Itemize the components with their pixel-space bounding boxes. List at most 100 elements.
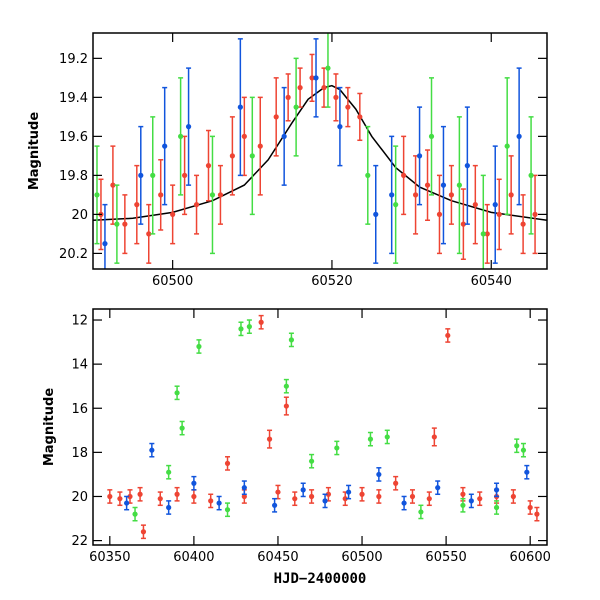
data-point bbox=[468, 493, 474, 509]
data-point bbox=[266, 429, 273, 449]
data-point bbox=[107, 489, 113, 504]
data-point bbox=[416, 106, 423, 206]
data-point bbox=[460, 188, 466, 260]
x-tick-label: 60450 bbox=[257, 550, 298, 565]
data-point bbox=[174, 385, 180, 401]
data-point bbox=[445, 328, 451, 343]
data-point bbox=[224, 502, 231, 518]
data-point bbox=[418, 504, 424, 520]
y-tick-label: 19.4 bbox=[59, 91, 88, 106]
data-point bbox=[166, 464, 172, 480]
data-point bbox=[428, 77, 435, 196]
data-point bbox=[367, 431, 374, 447]
data-point bbox=[493, 482, 500, 498]
series-0 bbox=[98, 53, 538, 264]
data-point bbox=[384, 429, 390, 445]
data-point bbox=[337, 86, 343, 167]
data-point bbox=[185, 67, 192, 186]
data-point bbox=[534, 506, 540, 522]
data-point bbox=[325, 486, 332, 502]
y-tick-label: 12 bbox=[71, 314, 88, 329]
data-point bbox=[520, 442, 527, 458]
data-point bbox=[504, 77, 510, 216]
data-point bbox=[376, 489, 382, 504]
data-point bbox=[376, 467, 382, 482]
x-tick-label: 60540 bbox=[471, 274, 512, 289]
data-point bbox=[170, 184, 176, 245]
data-point bbox=[257, 96, 263, 196]
data-point bbox=[224, 456, 231, 471]
data-point bbox=[516, 67, 522, 206]
data-point bbox=[389, 135, 395, 255]
data-point bbox=[94, 145, 100, 245]
data-point bbox=[249, 96, 255, 216]
top-panel-zoom-chart: 60500 60520 60540 19.2 19.4 19.6 19.8 20 20.2 Mag… bbox=[27, 32, 548, 289]
series-0 bbox=[107, 314, 540, 540]
data-point bbox=[508, 155, 514, 235]
data-point bbox=[436, 174, 443, 255]
y-tick-label: 18 bbox=[71, 446, 88, 461]
plot-frame bbox=[92, 32, 548, 270]
y-tick-label: 20 bbox=[71, 208, 88, 223]
data-point bbox=[477, 491, 483, 507]
data-point bbox=[464, 106, 470, 225]
data-point bbox=[174, 486, 180, 502]
data-point bbox=[333, 73, 339, 122]
data-point bbox=[334, 440, 340, 456]
series-2 bbox=[132, 319, 527, 522]
data-point bbox=[238, 321, 244, 337]
data-point bbox=[393, 475, 399, 491]
series-1 bbox=[102, 38, 522, 269]
bottom-panel-full-chart: 60350 60400 60450 60500 60550 60600 12 14 16 18 20… bbox=[42, 308, 551, 587]
data-point bbox=[150, 116, 156, 235]
data-point bbox=[246, 319, 252, 335]
y-axis-label: Magnitude bbox=[42, 388, 57, 467]
data-point bbox=[137, 486, 143, 502]
data-point bbox=[157, 491, 163, 507]
data-point bbox=[308, 489, 315, 504]
y-tick-label: 14 bbox=[71, 358, 88, 373]
data-point bbox=[275, 484, 281, 500]
series-1 bbox=[124, 442, 530, 515]
data-point bbox=[181, 135, 188, 216]
data-point bbox=[205, 129, 212, 202]
data-point bbox=[209, 135, 216, 255]
data-point bbox=[229, 116, 235, 196]
data-point bbox=[138, 125, 144, 225]
data-point bbox=[272, 497, 278, 513]
data-point bbox=[532, 174, 538, 255]
data-point bbox=[146, 203, 152, 264]
data-point bbox=[102, 203, 108, 269]
data-point bbox=[283, 396, 289, 416]
data-point bbox=[191, 475, 197, 491]
data-point bbox=[281, 86, 287, 186]
data-point bbox=[162, 86, 168, 206]
data-point bbox=[292, 491, 298, 507]
data-point bbox=[124, 495, 130, 511]
data-point bbox=[293, 57, 299, 157]
data-point bbox=[365, 125, 371, 225]
series-2 bbox=[94, 33, 534, 269]
data-point bbox=[528, 116, 534, 235]
data-point bbox=[258, 314, 264, 330]
data-point bbox=[440, 125, 447, 245]
data-point bbox=[520, 194, 526, 255]
data-point bbox=[325, 33, 331, 108]
data-point bbox=[357, 92, 363, 142]
x-tick-label: 60520 bbox=[311, 274, 352, 289]
data-point bbox=[134, 164, 140, 245]
data-point bbox=[373, 164, 379, 264]
data-point bbox=[308, 453, 315, 469]
y-tick-label: 16 bbox=[71, 402, 88, 417]
data-point bbox=[435, 480, 441, 496]
data-point bbox=[193, 174, 200, 235]
data-point bbox=[472, 164, 478, 245]
data-point bbox=[140, 524, 147, 540]
data-point bbox=[426, 491, 432, 507]
data-point bbox=[300, 482, 306, 498]
data-point bbox=[241, 480, 247, 496]
data-point bbox=[297, 67, 303, 108]
data-point bbox=[393, 145, 399, 264]
data-point bbox=[401, 135, 407, 216]
